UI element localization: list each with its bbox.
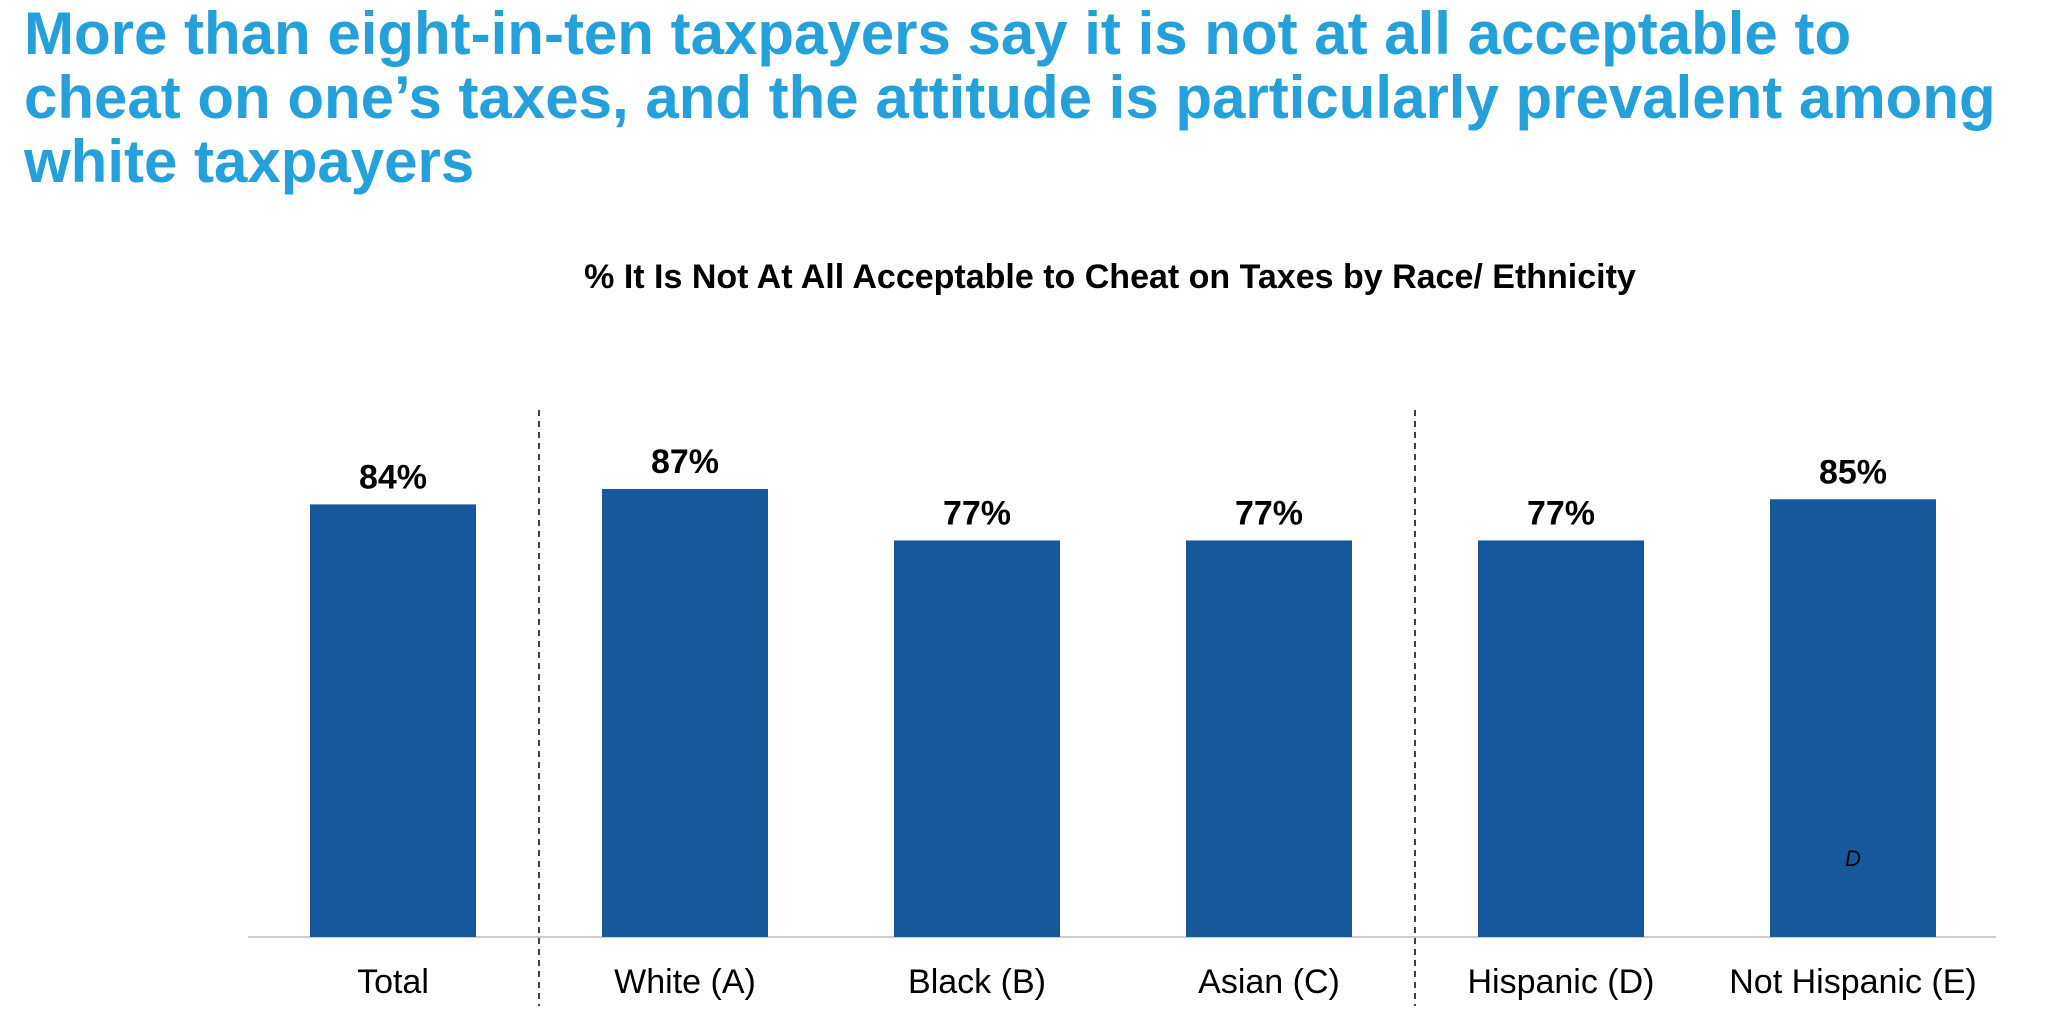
category-label-6: Not Hispanic (E) (1729, 963, 1977, 1001)
category-label-3: Black (B) (908, 963, 1046, 1001)
value-label-6: 85% (1819, 453, 1887, 491)
significance-label-6: D (1845, 846, 1861, 871)
chart-title: % It Is Not At All Acceptable to Cheat o… (584, 258, 1636, 296)
value-label-5: 77% (1527, 494, 1595, 532)
bar-6 (1770, 499, 1936, 937)
value-label-2: 87% (651, 443, 719, 481)
category-label-4: Asian (C) (1198, 963, 1340, 1001)
category-label-5: Hispanic (D) (1467, 963, 1654, 1001)
category-label-2: White (A) (614, 963, 756, 1001)
bar-2 (602, 488, 768, 937)
category-label-1: Total (357, 963, 429, 1001)
value-label-1: 84% (359, 458, 427, 496)
headline: More than eight-in-ten taxpayers say it … (24, 0, 1996, 195)
value-label-4: 77% (1235, 494, 1303, 532)
value-label-3: 77% (943, 494, 1011, 532)
bar-4 (1186, 540, 1352, 937)
bar-1 (310, 504, 476, 937)
bar-3 (894, 540, 1060, 937)
bar-5 (1478, 540, 1644, 937)
